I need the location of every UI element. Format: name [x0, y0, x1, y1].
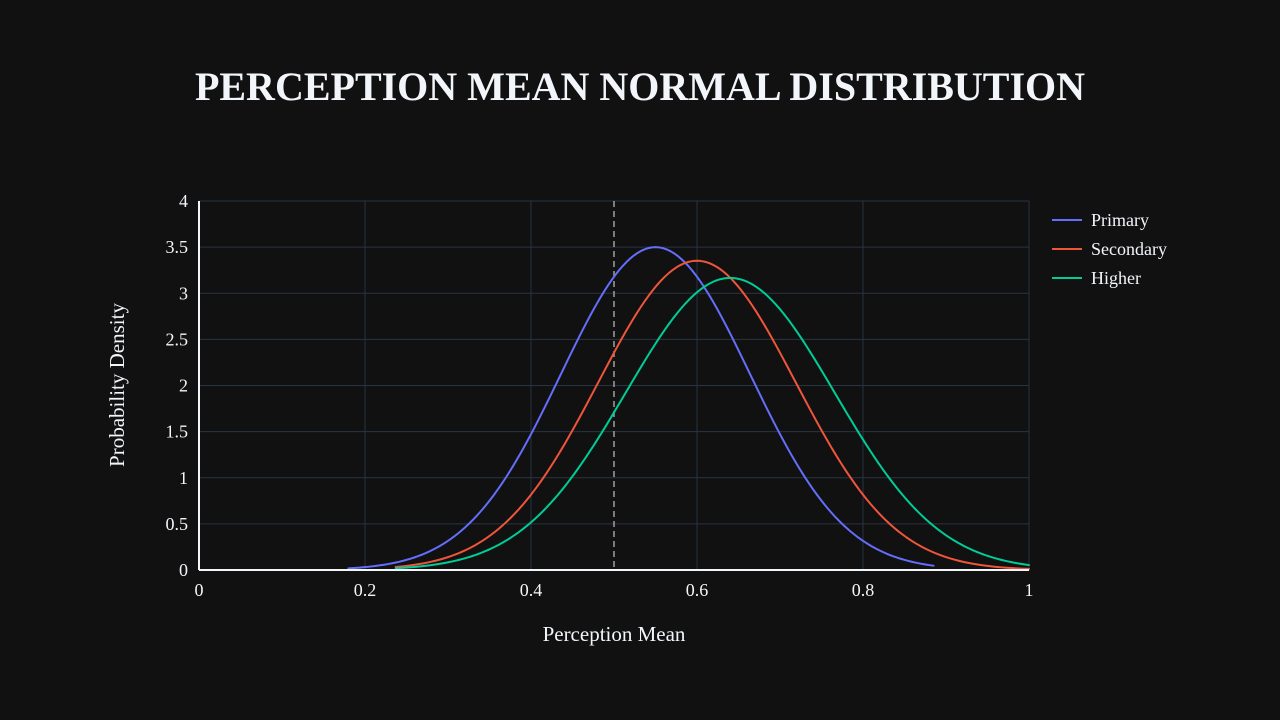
series-line-secondary[interactable] [394, 259, 1030, 570]
legend-label: Primary [1091, 210, 1149, 230]
x-tick-label: 0.8 [852, 580, 875, 600]
y-tick-label: 4 [179, 191, 188, 211]
x-tick-label: 0.2 [354, 580, 377, 600]
y-tick-label: 3.5 [166, 237, 189, 257]
y-tick-label: 1 [179, 468, 188, 488]
y-tick-label: 2 [179, 376, 188, 396]
x-tick-label: 1 [1025, 580, 1034, 600]
x-tick-label: 0.6 [686, 580, 709, 600]
x-tick-label: 0 [195, 580, 204, 600]
series-line-higher[interactable] [394, 276, 1030, 570]
legend-item-higher[interactable]: Higher [1052, 268, 1141, 288]
legend-label: Higher [1091, 268, 1141, 288]
legend[interactable]: Primary Secondary Higher [1052, 210, 1167, 288]
series-group [347, 246, 1030, 570]
y-tick-label: 1.5 [166, 422, 189, 442]
series-line-primary[interactable] [347, 246, 935, 570]
y-tick-label: 2.5 [166, 329, 189, 349]
y-axis-title: Probability Density [105, 303, 129, 467]
axes: 0 0.2 0.4 0.6 0.8 1 0 0.5 1 1.5 2 2.5 3 3.5 4 [166, 191, 1034, 600]
y-tick-label: 3 [179, 283, 188, 303]
x-tick-label: 0.4 [520, 580, 543, 600]
y-tick-label: 0.5 [166, 514, 189, 534]
x-axis-title: Perception Mean [543, 622, 686, 646]
legend-item-primary[interactable]: Primary [1052, 210, 1149, 230]
legend-label: Secondary [1091, 239, 1167, 259]
y-tick-label: 0 [179, 560, 188, 580]
legend-item-secondary[interactable]: Secondary [1052, 239, 1167, 259]
chart-title: PERCEPTION MEAN NORMAL DISTRIBUTION [195, 64, 1085, 109]
